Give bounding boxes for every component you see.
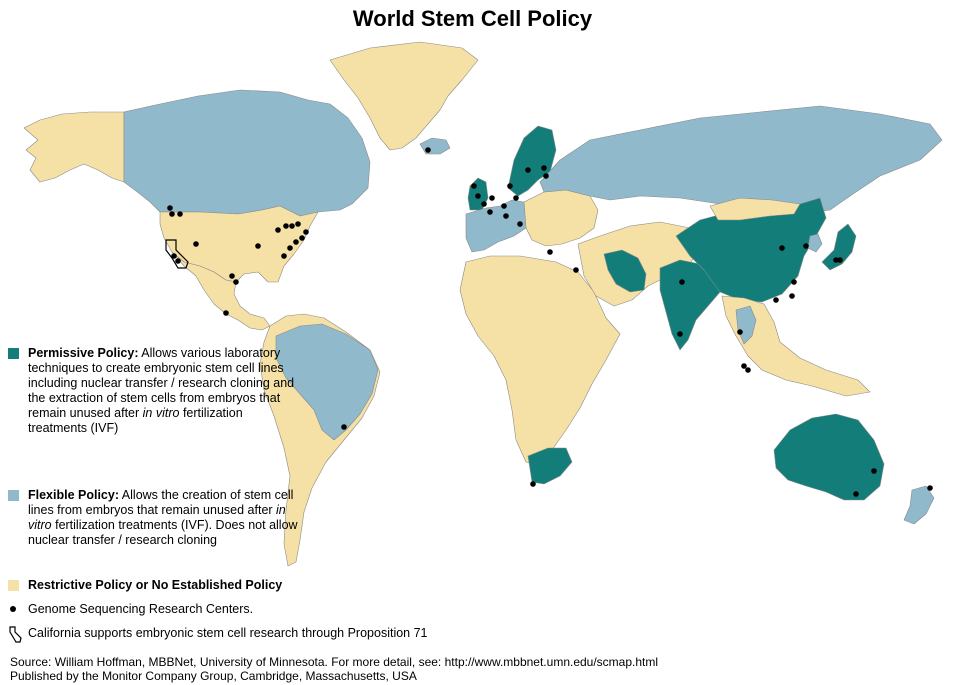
research-center-dot: [530, 481, 536, 487]
flexible-description: Allows the creation of stem cell lines f…: [28, 488, 294, 517]
research-center-dot: [175, 258, 181, 264]
region: [821, 223, 857, 271]
genome-dot-icon: [10, 606, 16, 612]
region: [459, 255, 621, 467]
research-center-dot: [293, 239, 299, 245]
region: [123, 89, 371, 217]
permissive-text: Allows: [138, 346, 178, 360]
research-center-dot: [517, 221, 523, 227]
region: [275, 323, 379, 441]
region: [507, 125, 557, 197]
legend-genome: Genome Sequencing Research Centers.: [8, 602, 408, 617]
research-center-dot: [289, 223, 295, 229]
research-center-dot: [481, 201, 487, 207]
research-center-dot: [281, 253, 287, 259]
research-center-dot: [803, 243, 809, 249]
research-center-dot: [833, 257, 839, 263]
research-center-dot: [525, 167, 531, 173]
research-center-dot: [871, 468, 877, 474]
flexible-label: Flexible Policy:: [28, 488, 120, 502]
research-center-dot: [295, 221, 301, 227]
research-center-dot: [193, 241, 199, 247]
research-center-dot: [503, 213, 509, 219]
research-center-dot: [773, 297, 779, 303]
legend-california: California supports embryonic stem cell …: [8, 626, 528, 643]
legend-permissive: Permissive Policy: Allows various labora…: [8, 346, 298, 436]
research-center-dot: [255, 243, 261, 249]
source-line: Source: William Hoffman, MBBNet, Univers…: [10, 655, 659, 669]
region: [419, 137, 451, 155]
permissive-description: various laboratory techniques to create …: [28, 346, 295, 420]
research-center-dot: [275, 227, 281, 233]
flexible-tail: fertilization treatments (IVF). Does not…: [28, 518, 298, 547]
research-center-dot: [501, 203, 507, 209]
research-center-dot: [741, 363, 747, 369]
flexible-italic: in vitro: [28, 503, 286, 532]
research-center-dot: [779, 245, 785, 251]
research-center-dot: [223, 310, 229, 316]
research-center-dot: [513, 195, 519, 201]
region: [539, 105, 943, 215]
research-center-dot: [927, 485, 933, 491]
region: [903, 485, 935, 525]
region: [527, 447, 573, 485]
research-center-dot: [229, 273, 235, 279]
research-center-dot: [489, 195, 495, 201]
research-center-dot: [853, 491, 859, 497]
research-center-dot: [167, 205, 173, 211]
research-center-dot: [789, 293, 795, 299]
california-outline: [165, 239, 189, 269]
research-center-dot: [547, 249, 553, 255]
research-center-dot: [283, 223, 289, 229]
legend-restrictive: Restrictive Policy or No Established Pol…: [8, 578, 298, 593]
research-center-dot: [475, 193, 481, 199]
restrictive-swatch: [8, 580, 19, 591]
research-center-dot: [287, 245, 293, 251]
research-center-dot: [507, 183, 513, 189]
research-center-dot: [679, 279, 685, 285]
permissive-tail: fertilization treatments (IVF): [28, 406, 243, 435]
research-center-dot: [299, 235, 305, 241]
genome-label: Genome Sequencing Research Centers.: [28, 602, 254, 616]
research-center-dot: [543, 173, 549, 179]
research-center-dot: [745, 367, 751, 373]
research-center-dot: [303, 229, 309, 235]
permissive-italic: in vitro: [142, 406, 180, 420]
source-credit: Source: William Hoffman, MBBNet, Univers…: [10, 655, 658, 683]
region: [773, 413, 885, 501]
permissive-swatch: [8, 348, 19, 359]
region: [329, 41, 479, 151]
restrictive-label: Restrictive Policy or No Established Pol…: [28, 578, 283, 592]
research-center-dot: [425, 147, 431, 153]
region: [721, 295, 871, 397]
research-center-dot: [541, 165, 547, 171]
region: [709, 197, 801, 221]
genome-centers: [167, 147, 933, 497]
research-center-dot: [233, 279, 239, 285]
research-center-dot: [737, 329, 743, 335]
flexible-swatch: [8, 490, 19, 501]
map-title: World Stem Cell Policy: [352, 6, 593, 31]
research-center-dot: [573, 267, 579, 273]
region: [603, 249, 647, 293]
research-center-dot: [837, 257, 843, 263]
region: [171, 251, 271, 331]
region: [807, 233, 823, 253]
legend-flexible: Flexible Policy: Allows the creation of …: [8, 488, 298, 548]
publisher-line: Published by the Monitor Company Group, …: [10, 669, 417, 683]
research-center-dot: [487, 209, 493, 215]
research-center-dot: [171, 253, 177, 259]
research-center-dot: [341, 424, 347, 430]
research-center-dot: [677, 331, 683, 337]
research-center-dot: [791, 279, 797, 285]
california-outline-icon: [9, 626, 22, 643]
research-center-dot: [471, 183, 477, 189]
research-center-dot: [177, 211, 183, 217]
permissive-label: Permissive Policy:: [28, 346, 139, 360]
research-center-dot: [169, 211, 175, 217]
region: [523, 189, 599, 247]
region: [23, 111, 125, 183]
california-label: California supports embryonic stem cell …: [28, 626, 428, 640]
